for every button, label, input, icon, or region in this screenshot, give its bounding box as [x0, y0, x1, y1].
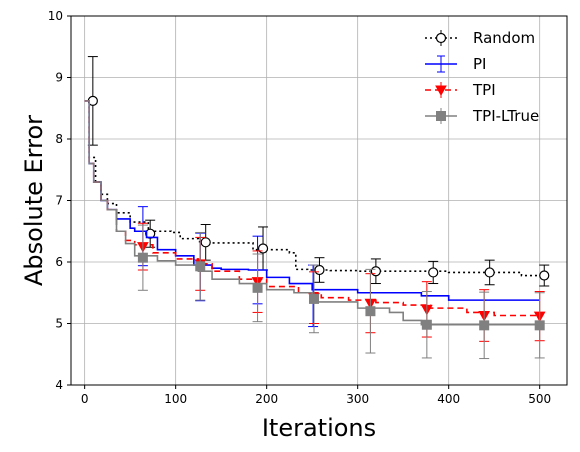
x-axis-title: Iterations	[262, 414, 376, 442]
legend-marker	[435, 85, 447, 97]
legend-label: Random	[473, 29, 535, 47]
y-tick-label: 9	[55, 71, 63, 85]
y-tick-label: 8	[55, 132, 63, 146]
x-tick-label: 500	[528, 392, 551, 406]
y-tick-label: 6	[55, 255, 63, 269]
data-point	[484, 267, 495, 278]
x-tick-label: 0	[81, 392, 89, 406]
data-point	[308, 293, 319, 304]
series-line	[84, 100, 540, 326]
x-tick-label: 100	[164, 392, 187, 406]
x-tick-label: 300	[346, 392, 369, 406]
data-point	[314, 264, 325, 276]
y-axis-title: Absolute Error	[20, 115, 48, 286]
data-point	[479, 320, 490, 331]
y-tick-label: 4	[55, 378, 63, 392]
data-point	[195, 261, 206, 272]
data-point	[257, 243, 269, 254]
data-point	[370, 266, 381, 277]
legend-entry: Random	[425, 29, 535, 47]
legend-marker	[436, 111, 446, 121]
legend-label: PI	[473, 55, 486, 73]
data-point	[534, 320, 545, 331]
data-point	[428, 267, 439, 278]
data-point	[539, 270, 550, 281]
x-tick-label: 200	[255, 392, 278, 406]
y-tick-label: 10	[48, 9, 63, 23]
legend-entry: PI	[425, 55, 486, 73]
data-point	[137, 252, 148, 263]
series-random	[84, 56, 550, 287]
data-point	[252, 282, 263, 293]
ticks: 0 100 200 300 400 500 4 5 6 7 8 9 10	[48, 9, 551, 406]
y-tick-label: 5	[55, 317, 63, 331]
x-tick-label: 400	[437, 392, 460, 406]
series-layer	[84, 56, 550, 360]
legend: Random PI TPI TPI-LTrue	[425, 29, 539, 125]
grid	[71, 15, 567, 386]
series-line	[84, 100, 540, 277]
series-tpi-ltrue	[84, 100, 545, 360]
legend-label: TPI-LTrue	[472, 107, 539, 125]
series-tpi	[84, 100, 546, 342]
legend-label: TPI	[472, 81, 496, 99]
legend-marker	[435, 32, 447, 44]
data-point	[145, 228, 156, 239]
legend-entry: TPI	[425, 81, 496, 99]
data-point	[200, 237, 211, 248]
legend-entry: TPI-LTrue	[425, 107, 539, 125]
data-point	[421, 319, 432, 330]
y-tick-label: 7	[55, 194, 63, 208]
data-point	[365, 306, 376, 317]
